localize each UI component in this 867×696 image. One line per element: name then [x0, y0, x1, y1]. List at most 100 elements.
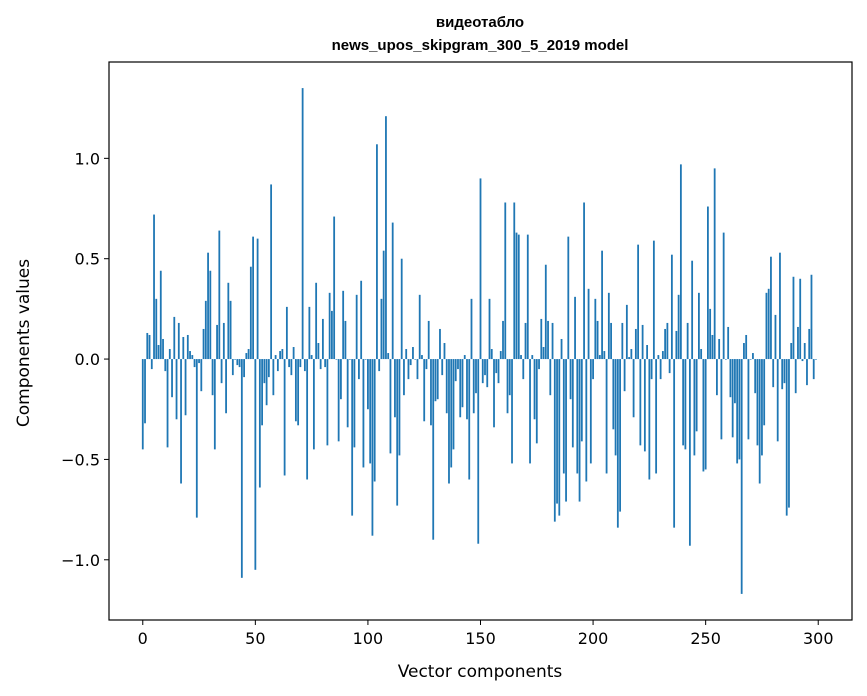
- bar-57: [270, 184, 273, 360]
- bar-226: [650, 359, 653, 380]
- bar-96: [358, 359, 360, 380]
- x-tick-label: 50: [245, 629, 265, 648]
- bar-172: [529, 359, 531, 464]
- bar-106: [380, 298, 383, 360]
- bar-227: [652, 240, 655, 360]
- bar-70: [299, 359, 302, 368]
- bar-187: [562, 359, 565, 474]
- bar-185: [558, 359, 561, 516]
- x-tick-label: 0: [138, 629, 148, 648]
- bar-199: [589, 359, 592, 464]
- bar-65: [288, 359, 291, 368]
- bar-33: [216, 324, 218, 360]
- bar-135: [445, 359, 448, 414]
- bar-247: [698, 292, 700, 360]
- x-tick-label: 150: [465, 629, 496, 648]
- bar-72: [303, 359, 306, 372]
- x-axis-label: Vector components: [398, 662, 563, 682]
- bar-183: [553, 359, 556, 522]
- bar-213: [621, 322, 624, 360]
- bar-192: [574, 296, 576, 360]
- bar-157: [495, 359, 498, 374]
- bar-235: [670, 254, 673, 360]
- bar-198: [587, 288, 590, 360]
- bar-110: [389, 359, 392, 454]
- bar-9: [162, 338, 164, 360]
- bar-42: [236, 359, 239, 366]
- bar-17: [180, 359, 182, 484]
- bar-217: [630, 349, 633, 360]
- bar-288: [790, 343, 793, 360]
- plot-frame: [108, 61, 853, 621]
- bar-43: [238, 359, 241, 368]
- bar-251: [707, 206, 709, 360]
- bar-233: [666, 322, 669, 360]
- bar-173: [531, 355, 534, 360]
- bar-166: [515, 232, 518, 360]
- bar-63: [283, 359, 286, 476]
- bar-281: [774, 314, 777, 360]
- bar-155: [490, 349, 493, 360]
- bar-263: [734, 359, 736, 404]
- bar-250: [704, 359, 707, 470]
- y-tick-label: −0.5: [61, 450, 100, 469]
- bar-13: [171, 359, 173, 398]
- bar-147: [472, 359, 475, 414]
- bar-112: [394, 359, 396, 418]
- bar-11: [166, 359, 169, 448]
- bar-130: [434, 359, 437, 402]
- bar-165: [513, 202, 516, 360]
- y-tick-label: 0.5: [75, 250, 100, 269]
- bar-208: [610, 322, 612, 360]
- bar-178: [542, 347, 545, 360]
- bar-115: [400, 258, 403, 360]
- bar-195: [580, 359, 583, 442]
- bar-210: [614, 359, 617, 456]
- bar-264: [736, 359, 739, 464]
- bar-47: [247, 349, 250, 360]
- bar-266: [740, 359, 743, 594]
- bar-222: [641, 324, 644, 360]
- bar-196: [583, 202, 585, 360]
- bar-193: [576, 359, 579, 474]
- bar-142: [461, 359, 464, 408]
- bar-64: [285, 306, 288, 360]
- bar-212: [619, 359, 621, 512]
- bar-133: [441, 359, 444, 376]
- y-axis-label: Components values: [14, 259, 34, 427]
- bar-61: [279, 351, 282, 360]
- bar-297: [810, 274, 813, 360]
- chart-title-line2: news_upos_skipgram_300_5_2019 model: [332, 37, 629, 54]
- bar-241: [684, 359, 687, 450]
- bar-129: [432, 359, 435, 540]
- bar-55: [265, 359, 268, 406]
- bar-67: [292, 347, 295, 360]
- bar-99: [364, 359, 367, 360]
- bar-207: [607, 292, 610, 360]
- bar-114: [398, 359, 401, 456]
- bar-270: [749, 359, 752, 360]
- bar-124: [421, 355, 423, 360]
- x-tick-label: 250: [690, 629, 721, 648]
- bar-294: [803, 343, 806, 360]
- bar-232: [664, 328, 667, 360]
- bars-group: [141, 88, 817, 594]
- bar-119: [409, 359, 412, 366]
- bar-284: [781, 359, 784, 390]
- bar-107: [382, 250, 385, 360]
- bar-30: [209, 270, 212, 360]
- bar-255: [716, 359, 718, 396]
- bar-283: [779, 252, 781, 360]
- bar-6: [155, 298, 158, 360]
- bar-150: [479, 178, 482, 360]
- bar-209: [612, 359, 615, 430]
- bar-175: [535, 359, 538, 444]
- bar-144: [466, 359, 468, 420]
- bar-206: [605, 359, 608, 474]
- bar-161: [504, 202, 507, 360]
- bar-23: [193, 359, 196, 368]
- bar-20: [186, 334, 189, 360]
- bar-244: [691, 260, 694, 360]
- bar-293: [801, 359, 804, 362]
- bar-259: [725, 359, 727, 360]
